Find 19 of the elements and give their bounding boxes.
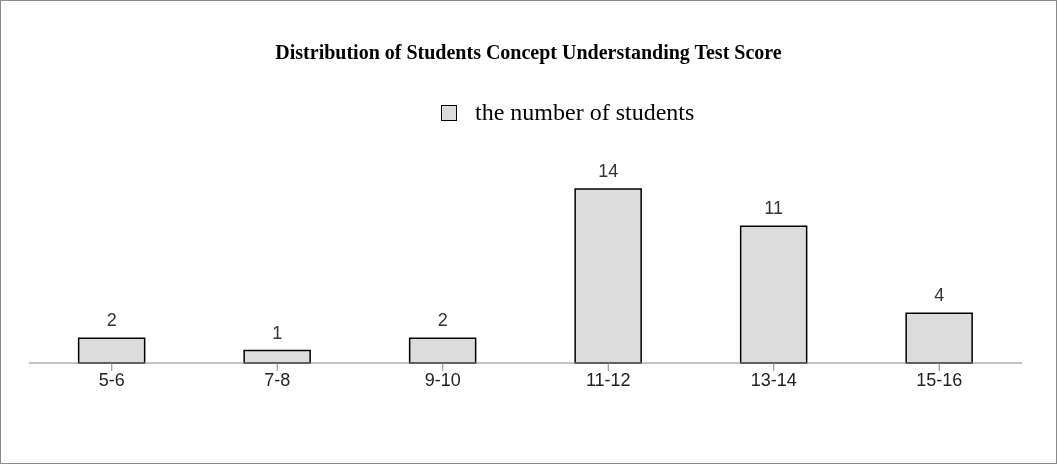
x-tick-label: 13-14 [750,369,797,390]
chart-title: Distribution of Students Concept Understanding Test Score [274,41,783,64]
bar [408,337,477,364]
data-label: 1 [272,322,283,343]
x-tick-label: 5-6 [98,369,125,390]
data-label: 11 [764,198,783,219]
legend-label: the number of students [475,99,695,126]
x-tick-label: 9-10 [424,369,461,390]
data-label: 2 [106,310,117,331]
bar [739,225,808,364]
data-label: 4 [934,285,945,306]
x-tick-label: 7-8 [264,369,291,390]
data-label: 2 [437,310,448,331]
x-tick-label: 11-12 [585,369,631,390]
bar [574,188,642,364]
data-label: 14 [598,161,619,181]
x-tick-label: 15-16 [916,369,963,390]
bar [77,337,146,364]
bar [905,312,973,364]
